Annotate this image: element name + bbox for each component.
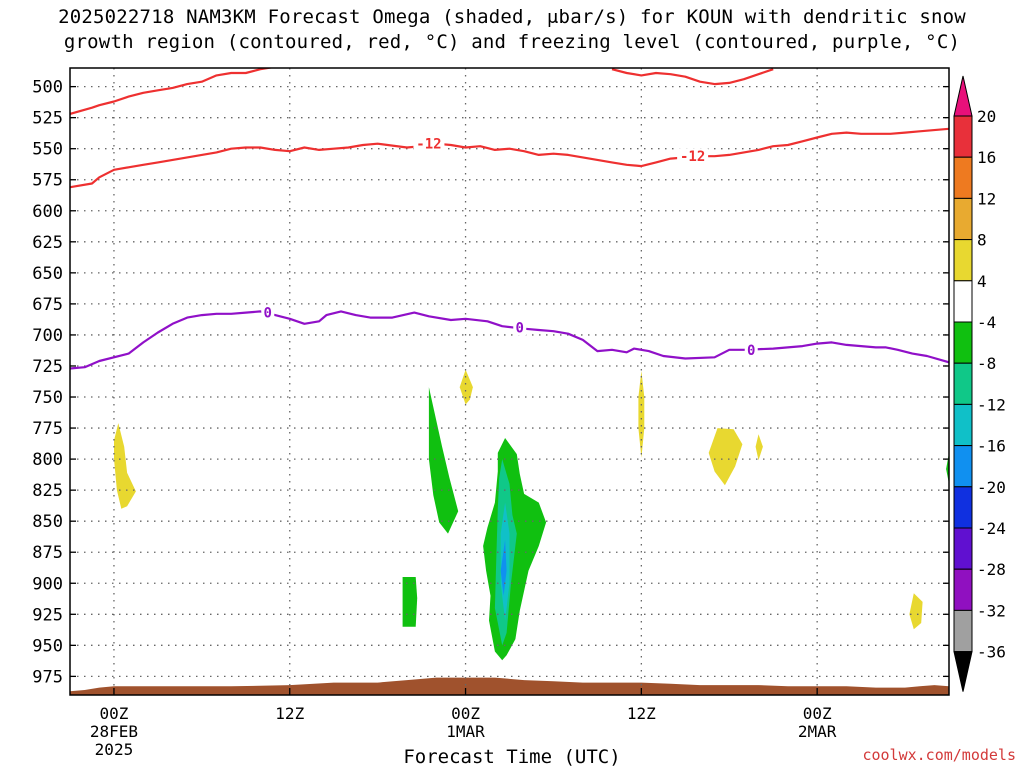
y-tick-label: 650 [32, 264, 63, 284]
colorbar-segment-2 [953, 156, 973, 199]
omega-shade-region-4 [755, 434, 763, 461]
chart-title-line-2: growth region (contoured, red, °C) and f… [63, 31, 961, 53]
omega-shade-region-5 [909, 593, 923, 630]
y-tick-label: 700 [32, 326, 63, 346]
y-tick-label: 825 [32, 481, 63, 501]
y-tick-label: 775 [32, 419, 63, 439]
plot-frame [69, 67, 950, 696]
colorbar: 20 16 12 8 4 -4 -8 -12 -16 -20 -24 -28 -32 -36 [953, 75, 1006, 692]
colorbar-tick-label: -28 [977, 560, 1006, 579]
colorbar-tick-label: 20 [977, 107, 996, 126]
contour-label-bg [744, 341, 758, 358]
contour-line--12-1 [70, 68, 275, 115]
colorbar-tick-label: -24 [977, 519, 1006, 538]
colorbar-tick-label: -36 [977, 643, 1006, 662]
y-tick-label: 950 [32, 636, 63, 656]
colorbar-tick-label: -20 [977, 478, 1006, 497]
colorbar-segment-3 [953, 197, 973, 241]
x-tick-label: 12Z [275, 704, 304, 723]
omega-shade-region-11 [500, 539, 507, 596]
y-tick-label: 675 [32, 295, 63, 315]
colorbar-tick-label: 8 [977, 231, 987, 250]
x-tick-label: 00Z [451, 704, 480, 723]
colorbar-bottom-arrow [953, 651, 973, 692]
colorbar-segment-5 [953, 280, 973, 323]
colorbar-segment-9 [953, 445, 973, 488]
colorbar-segment-10 [953, 486, 973, 529]
contour-label-layer: -12 -12 0 0 0 [261, 135, 758, 359]
contour-label-bg [261, 304, 275, 321]
y-tick-label: 575 [32, 171, 63, 191]
colorbar-segment-1 [953, 115, 973, 158]
site-credit: coolwx.com/models [862, 746, 1016, 764]
contour-label-bg [513, 319, 527, 336]
x-tick-label: 00Z [803, 704, 832, 723]
contour-line-0-3 [70, 310, 949, 370]
contour-line--12-2 [611, 68, 774, 86]
colorbar-segment-6 [953, 321, 973, 364]
omega-shading-layer [114, 369, 949, 661]
colorbar-segment-4 [953, 239, 973, 282]
y-tick-label: 800 [32, 450, 63, 470]
colorbar-tick-label: -8 [977, 354, 996, 373]
y-tick-label: 750 [32, 388, 63, 408]
contour-line--12-0 [70, 127, 949, 189]
omega-shade-region-6 [428, 387, 459, 534]
omega-shade-region-7 [402, 577, 418, 627]
colorbar-segment-8 [953, 403, 973, 447]
x-tick-label: 28FEB [90, 722, 138, 741]
colorbar-segment-12 [953, 568, 973, 611]
x-tick-label: 1MAR [446, 722, 485, 741]
y-tick-label: 850 [32, 512, 63, 532]
contour-label--12: -12 [680, 149, 705, 165]
contour-label-0: 0 [747, 343, 755, 359]
y-tick-label: 925 [32, 605, 63, 625]
colorbar-top-arrow [953, 75, 973, 117]
x-tick-label: 12Z [627, 704, 656, 723]
contour-label-0: 0 [264, 306, 272, 322]
y-tick-label: 525 [32, 109, 63, 129]
y-tick-label: 500 [32, 78, 63, 98]
colorbar-tick-label: 4 [977, 272, 987, 291]
omega-shade-region-0 [114, 423, 136, 509]
x-tick-label: 2025 [95, 740, 134, 759]
y-tick-label: 875 [32, 543, 63, 563]
colorbar-tick-label: 16 [977, 148, 996, 167]
x-tick-label: 00Z [99, 704, 128, 723]
contour-label-bg [677, 148, 709, 165]
colorbar-segment-7 [953, 362, 973, 405]
colorbar-tick-label: -12 [977, 395, 1006, 414]
colorbar-tick-label: -32 [977, 601, 1006, 620]
colorbar-tick-label: -4 [977, 313, 996, 332]
colorbar-tick-label: 12 [977, 189, 996, 208]
contour-label-bg [413, 135, 445, 152]
omega-shade-region-3 [708, 428, 743, 486]
y-tick-label: 900 [32, 574, 63, 594]
x-tick-label: 2MAR [798, 722, 837, 741]
contour-label--12: -12 [416, 137, 441, 153]
contour-layer [70, 68, 949, 370]
y-tick-label: 725 [32, 357, 63, 377]
y-tick-label: 625 [32, 233, 63, 253]
y-axis: 500 525 550 575 600 625 650 675 700 725 750 775 800 8… [32, 78, 949, 687]
y-tick-label: 550 [32, 140, 63, 160]
omega-shade-region-1 [459, 369, 473, 405]
chart-title-line-1: 2025022718 NAM3KM Forecast Omega (shaded… [58, 6, 966, 28]
contour-label-0: 0 [516, 320, 524, 336]
y-tick-label: 600 [32, 202, 63, 222]
colorbar-segment-11 [953, 527, 973, 570]
colorbar-tick-label: -16 [977, 437, 1006, 456]
omega-shade-region-2 [638, 370, 645, 458]
x-axis-title: Forecast Time (UTC) [403, 746, 621, 768]
y-tick-label: 975 [32, 667, 63, 687]
colorbar-segment-13 [953, 609, 973, 653]
